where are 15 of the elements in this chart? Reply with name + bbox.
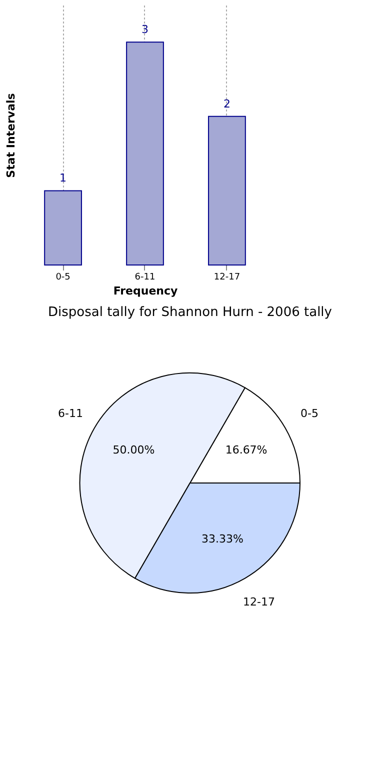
x-tick-label: 6-11: [134, 272, 156, 282]
x-axis-title: Frequency: [113, 284, 178, 298]
data-label: 33.33%: [202, 532, 244, 546]
data-label: 16.67%: [225, 443, 268, 456]
data-label: 2: [223, 97, 230, 110]
x-tick-label: 12-17: [214, 272, 240, 282]
y-axis-title: Stat Intervals: [4, 92, 18, 178]
slice-label: 0-5: [300, 406, 318, 420]
slice-label: 12-17: [243, 596, 275, 609]
data-label: 50.00%: [112, 444, 155, 457]
data-label: 1: [60, 172, 67, 185]
x-tick-label: 0-5: [56, 272, 70, 282]
data-label: 3: [142, 23, 148, 36]
chart-title: Disposal tally for Shannon Hurn - 2006 tally: [48, 305, 332, 320]
slice-label: 6-11: [58, 407, 83, 420]
